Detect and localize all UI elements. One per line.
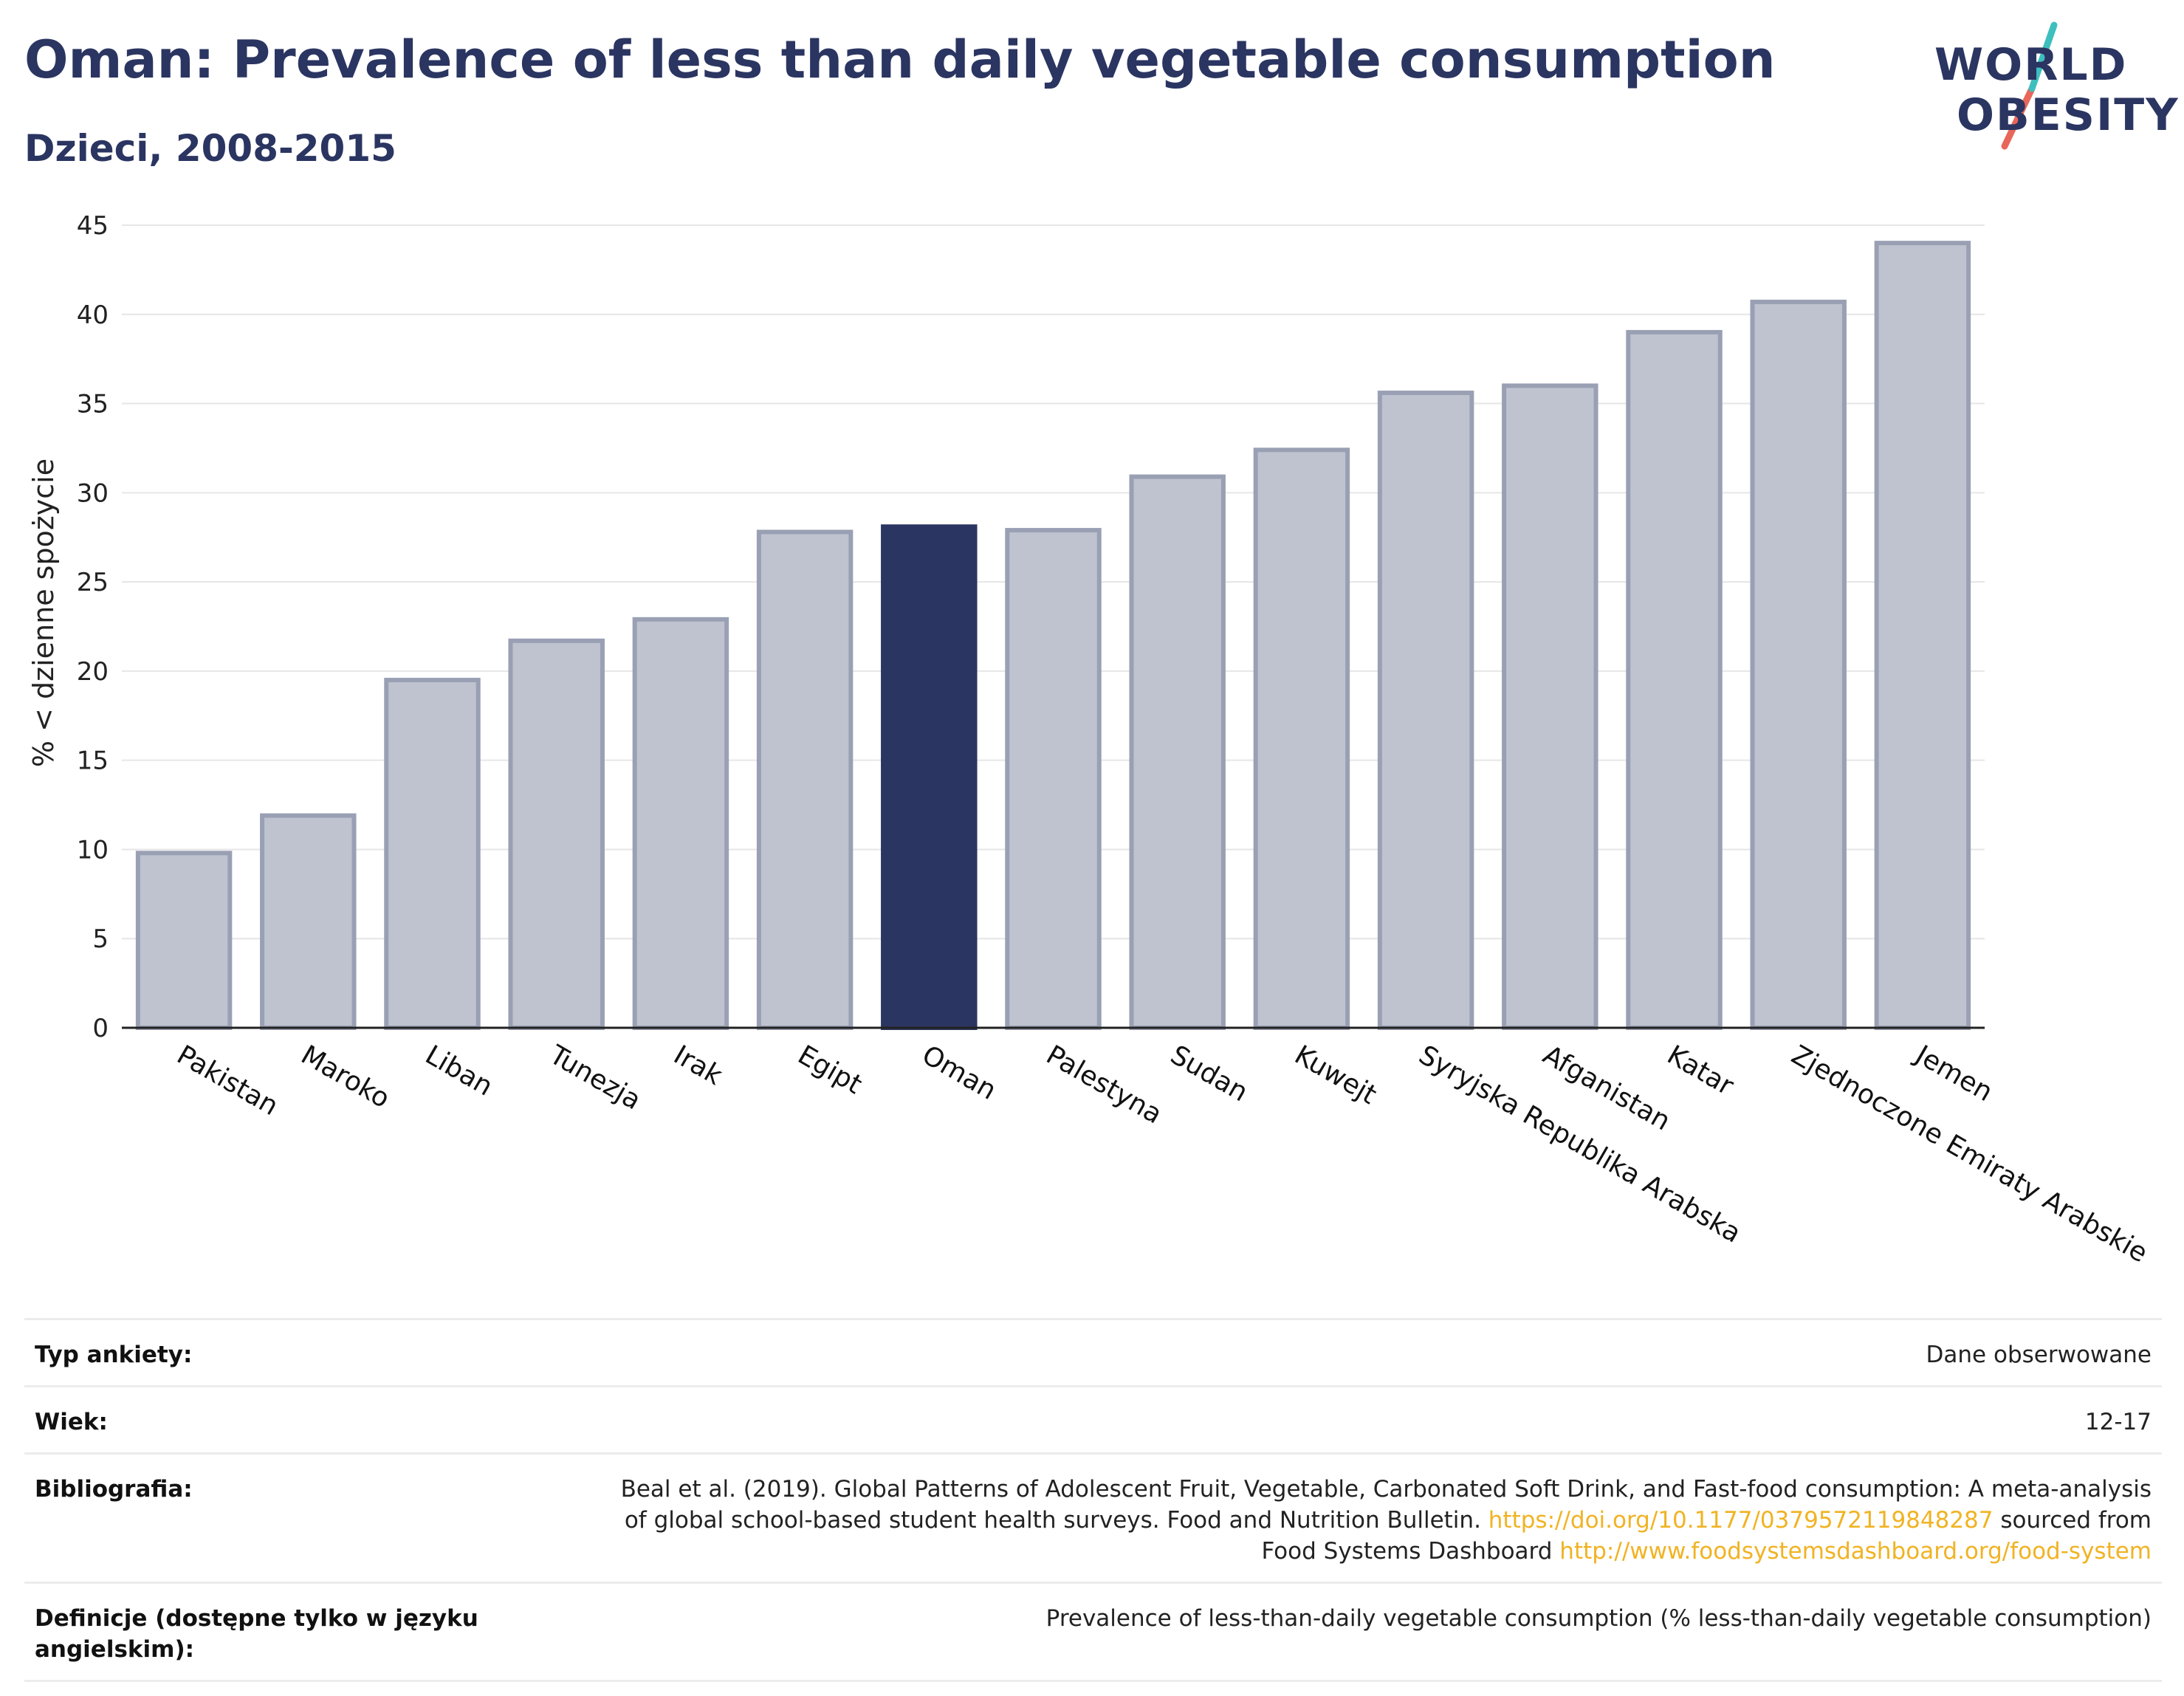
bibliography-label: Bibliografia: xyxy=(35,1476,193,1503)
y-tick-label: 5 xyxy=(92,924,109,954)
definitions-value: Prevalence of less-than-daily vegetable … xyxy=(1045,1605,2152,1632)
food-systems-link[interactable]: http://www.foodsystemsdashboard.org/food… xyxy=(1559,1538,2152,1565)
bar-egipt xyxy=(756,529,854,1030)
logo-line2: OBESITY xyxy=(1957,89,2180,141)
definitions-label: Definicje (dostępne tylko w języku angie… xyxy=(35,1605,478,1663)
metadata-table: Typ ankiety: Dane obserwowane Wiek: 12-1… xyxy=(24,1318,2162,1682)
bar-sudan xyxy=(1129,474,1226,1030)
survey-type-value: Dane obserwowane xyxy=(1926,1342,2152,1368)
bar-tunezja xyxy=(508,638,605,1030)
bar-palestyna xyxy=(1005,528,1102,1030)
y-tick-label: 20 xyxy=(77,657,109,687)
x-tick-label: Jemen xyxy=(1909,1039,1998,1108)
bar-syryjska-republika-arabska xyxy=(1377,391,1474,1030)
bar-zjednoczone-emiraty-arabskie xyxy=(1750,299,1847,1030)
x-tick-label: Tunezja xyxy=(543,1040,646,1116)
y-tick-label: 15 xyxy=(77,746,109,776)
x-tick-label: Liban xyxy=(420,1040,498,1102)
bars xyxy=(135,241,1971,1031)
bar-maroko xyxy=(260,813,357,1030)
x-tick-label: Palestyna xyxy=(1041,1040,1167,1130)
y-tick-label: 45 xyxy=(77,211,109,241)
x-tick-label: Maroko xyxy=(296,1040,395,1114)
survey-type-label: Typ ankiety: xyxy=(35,1342,193,1368)
logo-slash-icon xyxy=(2001,21,2058,150)
bibliography-line3: Food Systems Dashboard http://www.foodsy… xyxy=(621,1536,2152,1567)
bibliography-line1: Beal et al. (2019). Global Patterns of A… xyxy=(620,1476,2152,1503)
y-tick-label: 0 xyxy=(92,1014,109,1043)
logo-line1: WORLD xyxy=(1934,39,2128,91)
bar-liban xyxy=(384,677,481,1030)
y-tick-label: 10 xyxy=(77,835,109,865)
bar-jemen xyxy=(1874,241,1971,1031)
bibliography-line2: of global school-based student health su… xyxy=(621,1505,2152,1536)
world-obesity-logo: WORLD OBESITY xyxy=(1927,21,2178,154)
doi-link[interactable]: https://doi.org/10.1177/0379572119848287 xyxy=(1488,1507,1994,1534)
x-tick-label: Irak xyxy=(668,1040,727,1091)
bar-oman xyxy=(881,524,978,1030)
bar-chart: 0 5 10 15 20 25 30 35 40 45 Pakistan Maroko Liban Tun… xyxy=(27,211,2152,1268)
x-tick-label: Pakistan xyxy=(172,1040,284,1122)
bar-irak xyxy=(632,617,729,1030)
y-tick-label: 30 xyxy=(77,478,109,508)
bibliography-line2-text: of global school-based student health su… xyxy=(624,1507,1481,1534)
x-tick-label: Katar xyxy=(1662,1040,1739,1102)
bar-pakistan xyxy=(135,851,233,1030)
age-value: 12-17 xyxy=(2084,1409,2152,1435)
chart-title: Oman: Prevalence of less than daily vege… xyxy=(24,30,1776,90)
x-tick-label: Sudan xyxy=(1165,1040,1253,1108)
age-label: Wiek: xyxy=(35,1409,108,1435)
y-axis-label: % < dzienne spożycie xyxy=(27,459,60,767)
x-tick-label: Kuwejt xyxy=(1289,1040,1381,1110)
y-tick-label: 35 xyxy=(77,390,109,419)
meta-row-age: Wiek: 12-17 xyxy=(24,1385,2162,1452)
x-tick-label: Egipt xyxy=(793,1040,868,1100)
x-tick-label: Oman xyxy=(917,1040,1001,1106)
y-tick-label: 40 xyxy=(77,301,109,330)
bar-katar xyxy=(1626,329,1723,1030)
chart-subtitle: Dzieci, 2008-2015 xyxy=(24,127,396,170)
meta-row-bibliography: Bibliografia: Beal et al. (2019). Global… xyxy=(24,1452,2162,1582)
bar-kuwejt xyxy=(1253,447,1350,1030)
bibliography-value: Beal et al. (2019). Global Patterns of A… xyxy=(621,1474,2152,1567)
bibliography-line2-post: sourced from xyxy=(2000,1507,2152,1534)
bibliography-line3-text: Food Systems Dashboard xyxy=(1261,1538,1553,1565)
bar-afganistan xyxy=(1502,383,1598,1030)
y-tick-label: 25 xyxy=(77,568,109,597)
meta-row-definitions: Definicje (dostępne tylko w języku angie… xyxy=(24,1582,2162,1682)
meta-row-survey-type: Typ ankiety: Dane obserwowane xyxy=(24,1318,2162,1385)
